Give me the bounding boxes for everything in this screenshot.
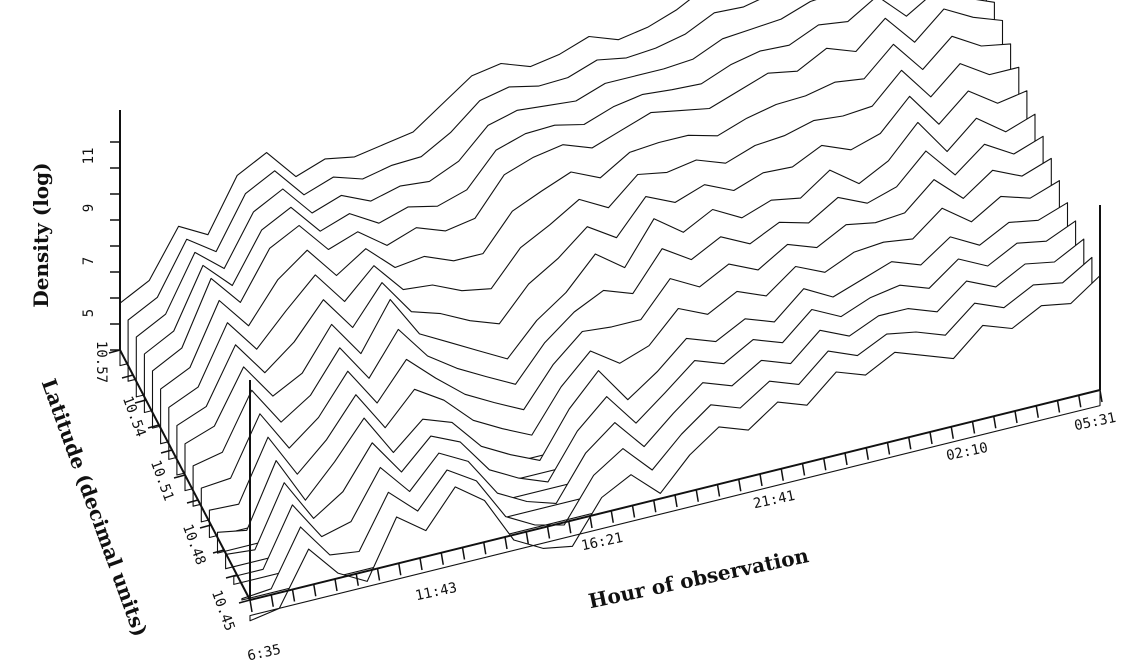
x-axis-tick (1056, 400, 1061, 413)
y-tick-label: 10.57 (93, 341, 109, 383)
x-axis-tick (1099, 389, 1103, 403)
x-axis-tick (631, 505, 636, 518)
x-axis-tick (1078, 395, 1082, 408)
x-tick-label: 6:35 (246, 642, 282, 665)
x-axis-tick (886, 442, 891, 455)
y-axis-tick (212, 549, 225, 554)
x-axis-tick (419, 557, 423, 571)
x-axis-tick (716, 484, 721, 497)
x-axis-tick (504, 536, 508, 550)
y-axis-tick (225, 574, 238, 579)
y-tick-label: 10.45 (208, 588, 237, 633)
x-axis-tick (589, 515, 593, 529)
y-axis-tick (134, 399, 147, 404)
x-axis-tick (313, 584, 317, 597)
x-axis-tick (398, 563, 402, 576)
x-axis-tick (270, 594, 274, 607)
y-axis-tick (238, 599, 251, 604)
x-axis-tick (674, 494, 678, 508)
x-axis-tick (1035, 405, 1039, 418)
x-axis-tick (993, 416, 997, 429)
z-tick-label: 5 (81, 309, 97, 317)
x-axis-tick (738, 479, 742, 492)
x-axis-tick (546, 526, 551, 539)
y-axis-tick (121, 374, 134, 379)
x-axis-tick (483, 542, 487, 555)
x-axis-tick (823, 458, 827, 471)
x-tick-label: 21:41 (752, 488, 797, 512)
y-axis-tick (160, 449, 173, 454)
x-axis-tick (249, 599, 253, 613)
x-axis-tick (695, 489, 699, 502)
x-tick-label: 02:10 (945, 440, 990, 464)
z-tick-label: 11 (81, 148, 97, 165)
x-axis-tick (355, 573, 359, 586)
x-axis-tick (929, 431, 933, 445)
y-axis-tick (173, 474, 186, 479)
x-axis-tick (780, 468, 784, 481)
x-axis-tick (610, 510, 614, 523)
y-axis-tick (147, 424, 160, 429)
z-tick-label: 7 (81, 257, 97, 265)
x-axis-tick (950, 426, 954, 439)
x-axis-tick (461, 547, 466, 560)
y-axis-tick (186, 499, 199, 504)
x-axis-tick (376, 568, 381, 581)
x-axis-tick (653, 500, 657, 513)
y-tick-label: 10.48 (179, 522, 208, 567)
surface-ridge-line (249, 275, 1101, 622)
y-axis-tick (199, 524, 212, 529)
x-axis-tick (801, 463, 806, 476)
x-axis-tick (971, 421, 976, 434)
axis-ticks (108, 141, 1103, 613)
x-axis-tick (334, 578, 338, 592)
x-axis-title: Hour of observation (586, 543, 811, 613)
z-tick-label: 9 (81, 204, 97, 212)
x-axis-tick (525, 531, 529, 544)
x-axis-tick (1014, 410, 1018, 424)
x-axis-tick (440, 552, 444, 565)
x-tick-label: 16:21 (580, 530, 625, 554)
x-axis-tick (865, 447, 869, 460)
x-axis-tick (759, 473, 763, 487)
x-axis-tick (844, 452, 848, 466)
x-tick-label: 11:43 (414, 580, 459, 604)
x-tick-label: 05:31 (1073, 410, 1118, 434)
x-axis-tick (908, 437, 912, 450)
z-axis-title: Density (log) (29, 162, 53, 307)
surface-ridges (119, 0, 1101, 622)
y-tick-label: 10.51 (147, 458, 176, 503)
x-axis-tick (568, 521, 572, 534)
x-axis-tick (291, 589, 296, 602)
